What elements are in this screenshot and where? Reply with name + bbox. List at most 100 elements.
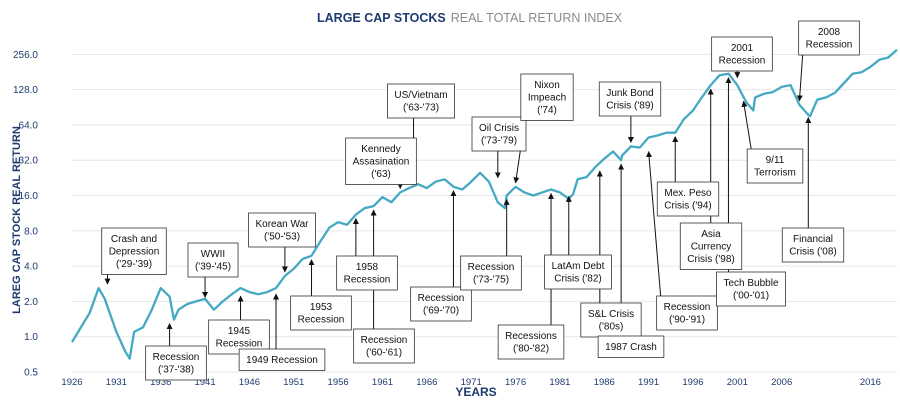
annotation-label: ('39-'45): [195, 262, 231, 273]
annotation-label: 1953: [310, 302, 333, 313]
annotation-label: Recession: [361, 335, 408, 346]
x-axis-label: YEARS: [455, 385, 496, 399]
annotation: US/Vietnam ('63-'73): [387, 83, 455, 119]
annotation-label: Recession: [344, 275, 391, 286]
y-tick-label: 8.0: [24, 226, 38, 237]
annotation-box: [716, 271, 786, 307]
annotation-label: ('80-'82): [513, 344, 549, 355]
annotation-label: Crisis ('89): [606, 101, 653, 112]
annotation-label: Recession: [298, 315, 345, 326]
annotation-label: Recession: [468, 262, 515, 273]
series-layer: [71, 48, 898, 360]
annotation-box: [238, 348, 326, 371]
y-tick-label: 32.0: [19, 156, 39, 167]
annotation: LatAm Debt Crisis ('82): [544, 254, 612, 290]
annotation-box: [187, 242, 239, 278]
x-tick-label: 1976: [505, 377, 526, 388]
annotation: Recession ('90-'91): [656, 295, 718, 331]
chart-subtitle: REAL TOTAL RETURN INDEX: [451, 11, 623, 25]
annotation-label: Crisis ('94): [664, 201, 711, 212]
annotation-label: Terrorism: [754, 168, 796, 179]
annotation: S&L Crisis ('80s): [580, 302, 642, 338]
annotation-label: 9/11: [766, 155, 785, 166]
annotation-label: ('74): [537, 105, 557, 116]
x-tick-label: 1961: [372, 377, 393, 388]
y-axis-label: LAREG CAP STOCK REAL RETURN: [11, 126, 23, 314]
annotation-label: Recessions: [505, 331, 557, 342]
annotation-box: [145, 345, 207, 381]
annotation: Crash and Depression('29-'39): [101, 227, 167, 275]
annotation: 1945 Recession: [208, 319, 270, 355]
y-tick-label: 16.0: [19, 191, 39, 202]
annotation-label: 1987 Crash: [605, 342, 657, 353]
annotation-box: [656, 295, 718, 331]
annotation-label: 1945: [228, 326, 251, 337]
annotation-label: 2008: [818, 27, 841, 38]
annotation-label: Recession: [153, 352, 200, 363]
annotation-label: Assasination: [353, 157, 410, 168]
annotation-label: ('69-'70): [423, 306, 459, 317]
x-tick-label: 1986: [594, 377, 615, 388]
annotation-label: ('60-'61): [366, 348, 402, 359]
annotation-label: Korean War: [256, 219, 310, 230]
annotation: Oil Crisis ('73-'79): [471, 116, 527, 152]
annotation-label: Impeach: [528, 93, 566, 104]
annotation: Korean War ('50-'53): [248, 212, 316, 248]
annotation: 1958 Recession: [336, 255, 398, 291]
annotation-label: Crisis ('98): [687, 254, 734, 265]
annotation-box: [598, 81, 662, 117]
x-tick-label: 1991: [638, 377, 659, 388]
annotation-label: Crisis ('82): [554, 274, 601, 285]
x-tick-label: 1981: [549, 377, 570, 388]
annotation-label: Kennedy: [361, 144, 400, 155]
x-tick-label: 2006: [771, 377, 792, 388]
annotation: Recession ('69-'70): [410, 286, 472, 322]
x-tick-label: 1996: [682, 377, 703, 388]
y-tick-label: 0.5: [24, 368, 38, 379]
annotation: 1953 Recession: [290, 295, 352, 331]
annotation-label: Tech Bubble: [723, 278, 778, 289]
annotation-label: Oil Crisis: [479, 123, 519, 134]
annotation-label: ('29-'39): [116, 259, 152, 270]
x-tick-label: 2001: [727, 377, 748, 388]
annotation: 1987 Crash: [597, 335, 665, 358]
y-tick-label: 2.0: [24, 297, 38, 308]
annotation-label: Financial: [793, 234, 833, 245]
annotation-label: Crash and: [111, 234, 157, 245]
y-axis-ticks: 0.5 1.0 2.0 4.0 8.0 16.0 32.0 64.0 128.0 256.0: [13, 50, 38, 379]
y-tick-label: 1.0: [24, 332, 38, 343]
annotation-box: [656, 181, 720, 217]
annotation-label: WWII: [201, 249, 225, 260]
annotation-box: [290, 295, 352, 331]
chart-title: LARGE CAP STOCKS: [317, 11, 446, 25]
x-tick-label: 2016: [860, 377, 881, 388]
annotation-label: ('90-'91): [669, 315, 705, 326]
annotation-label: Currency: [691, 242, 732, 253]
annotation-box: [781, 227, 845, 263]
y-tick-label: 128.0: [13, 85, 38, 96]
annotation-label: ('37-'38): [158, 365, 194, 376]
annotation-label: Recession: [664, 302, 711, 313]
x-tick-label: 1936: [150, 377, 171, 388]
annotation: Nixon Impeach('74): [520, 73, 574, 121]
y-tick-label: 4.0: [24, 262, 38, 273]
annotation-label: Recession: [418, 293, 465, 304]
annotation-label: 1958: [356, 262, 379, 273]
annotation-box: [679, 222, 743, 270]
annotation-box: [353, 328, 415, 364]
annotation-box: [746, 148, 804, 184]
y-tick-label: 256.0: [13, 50, 38, 61]
x-axis-ticks: 1926 1931 1936 1941 1946 1951 1956 1961 1966 1971…: [61, 377, 881, 388]
annotation: Recessions ('80-'82): [497, 324, 565, 360]
x-tick-label: 1956: [328, 377, 349, 388]
annotation-boxes: Crash and Depression('29-'39) WWII ('39-'45…: [101, 20, 860, 381]
annotation: 2001 Recession: [711, 36, 773, 72]
annotation-label: LatAm Debt: [552, 261, 605, 272]
annotation-label: Recession: [806, 40, 853, 51]
annotation: Kennedy Assasination('63): [345, 137, 417, 185]
annotation-label: Nixon: [534, 80, 560, 91]
annotation-box: [248, 212, 316, 248]
gridlines: [72, 53, 897, 373]
annotation-box: [410, 286, 472, 322]
